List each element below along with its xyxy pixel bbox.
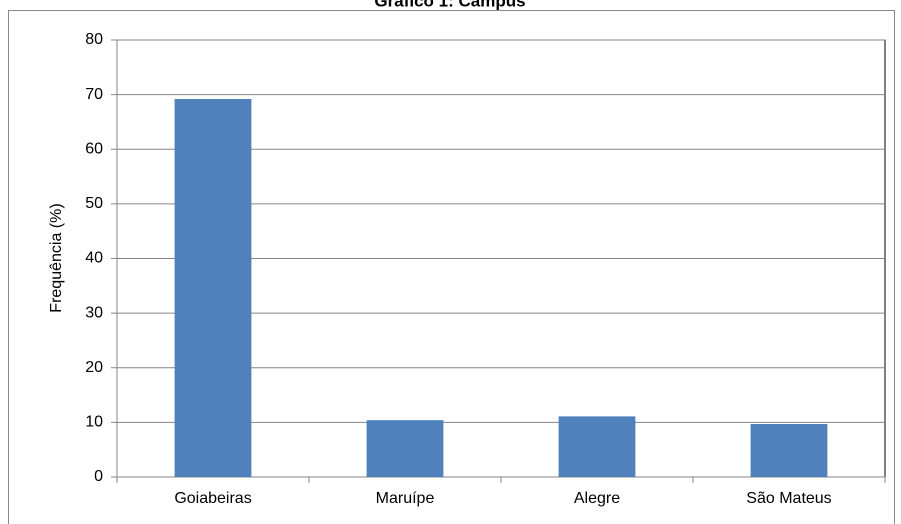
x-tick-label: São Mateus [746, 490, 831, 507]
y-tick-label: 70 [85, 86, 103, 103]
y-tick-label: 0 [94, 468, 103, 485]
y-tick-label: 20 [85, 359, 103, 376]
bar [366, 420, 444, 477]
chart-title: Gráfico 1: Campus [374, 0, 525, 10]
bar [750, 424, 828, 477]
y-tick-label: 40 [85, 250, 103, 267]
y-tick-label: 60 [85, 140, 103, 157]
y-tick-label: 80 [85, 31, 103, 48]
x-tick-label: Maruípe [376, 490, 435, 507]
y-tick-label: 50 [85, 195, 103, 212]
bar [174, 98, 252, 478]
y-tick-label: 10 [85, 414, 103, 431]
chart-border [8, 10, 895, 524]
bar [558, 416, 636, 477]
x-tick-label: Alegre [574, 490, 620, 507]
x-tick-label: Goiabeiras [174, 490, 251, 507]
y-axis-label: Frequência (%) [48, 203, 65, 312]
y-tick-label: 30 [85, 304, 103, 321]
